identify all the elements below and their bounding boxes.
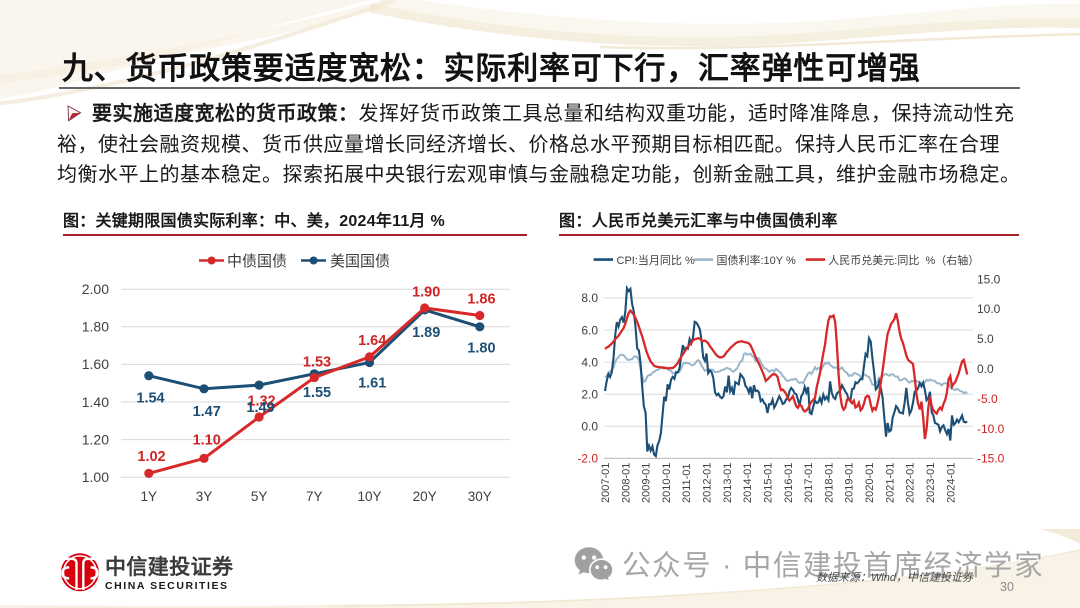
- svg-text:15.0: 15.0: [977, 272, 1001, 286]
- svg-text:-5.0: -5.0: [977, 392, 998, 406]
- svg-text:CPI:当月同比 %: CPI:当月同比 %: [617, 253, 695, 267]
- svg-text:-10.0: -10.0: [977, 422, 1005, 436]
- svg-text:3Y: 3Y: [196, 489, 213, 504]
- svg-text:1.64: 1.64: [358, 333, 386, 349]
- svg-text:2015-01: 2015-01: [763, 463, 775, 503]
- svg-text:1.54: 1.54: [136, 391, 164, 407]
- svg-text:2017-01: 2017-01: [803, 463, 815, 503]
- svg-text:人民币兑美元:同比 %（右轴）: 人民币兑美元:同比 %（右轴）: [828, 253, 979, 267]
- svg-text:5Y: 5Y: [251, 489, 268, 504]
- svg-text:1.20: 1.20: [82, 431, 109, 447]
- svg-text:2021-01: 2021-01: [884, 463, 896, 503]
- svg-text:1.60: 1.60: [82, 356, 109, 372]
- svg-text:1.90: 1.90: [412, 285, 440, 301]
- svg-text:2022-01: 2022-01: [905, 463, 917, 503]
- svg-text:2018-01: 2018-01: [823, 463, 835, 503]
- svg-text:2024-01: 2024-01: [945, 463, 957, 503]
- svg-text:1.49: 1.49: [246, 400, 274, 416]
- svg-text:2013-01: 2013-01: [722, 463, 734, 503]
- svg-text:0.0: 0.0: [581, 420, 598, 434]
- svg-text:1.86: 1.86: [467, 292, 495, 308]
- svg-text:0.0: 0.0: [977, 362, 994, 376]
- svg-text:2019-01: 2019-01: [844, 463, 856, 503]
- svg-text:2020-01: 2020-01: [864, 463, 876, 503]
- svg-text:20Y: 20Y: [413, 489, 437, 504]
- svg-text:5.0: 5.0: [977, 332, 994, 346]
- svg-text:1.80: 1.80: [467, 341, 495, 357]
- svg-text:2011-01: 2011-01: [681, 463, 693, 503]
- svg-text:2.00: 2.00: [82, 281, 109, 297]
- svg-text:10Y: 10Y: [357, 489, 381, 504]
- svg-text:30Y: 30Y: [468, 489, 492, 504]
- svg-text:7Y: 7Y: [306, 489, 323, 504]
- svg-text:美国国债: 美国国债: [330, 253, 390, 270]
- svg-text:-2.0: -2.0: [577, 452, 598, 466]
- svg-text:1.32: 1.32: [247, 394, 275, 410]
- svg-text:1.40: 1.40: [82, 394, 109, 410]
- svg-text:2007-01: 2007-01: [600, 463, 612, 503]
- svg-text:1.47: 1.47: [193, 404, 221, 420]
- svg-text:10.0: 10.0: [977, 302, 1001, 316]
- svg-text:4.0: 4.0: [581, 355, 598, 369]
- svg-text:-15.0: -15.0: [977, 452, 1005, 466]
- svg-text:1.53: 1.53: [303, 355, 331, 371]
- svg-text:2.0: 2.0: [581, 388, 598, 402]
- svg-text:1.10: 1.10: [193, 433, 221, 449]
- svg-text:1.00: 1.00: [82, 469, 109, 485]
- svg-text:国债利率:10Y %: 国债利率:10Y %: [717, 253, 796, 267]
- svg-text:2009-01: 2009-01: [641, 463, 653, 503]
- svg-text:2012-01: 2012-01: [702, 463, 714, 503]
- svg-text:6.0: 6.0: [581, 323, 598, 337]
- svg-text:中债国债: 中债国债: [227, 253, 287, 270]
- svg-text:8.0: 8.0: [581, 291, 598, 305]
- svg-text:1.61: 1.61: [358, 376, 386, 392]
- svg-text:1Y: 1Y: [141, 489, 158, 504]
- svg-text:2008-01: 2008-01: [620, 463, 632, 503]
- svg-text:1.02: 1.02: [137, 449, 165, 465]
- svg-text:2023-01: 2023-01: [925, 463, 937, 503]
- svg-text:1.55: 1.55: [303, 385, 331, 401]
- svg-text:2010-01: 2010-01: [661, 463, 673, 503]
- svg-text:2016-01: 2016-01: [783, 463, 795, 503]
- svg-text:1.89: 1.89: [412, 325, 440, 341]
- svg-text:2014-01: 2014-01: [742, 463, 754, 503]
- svg-text:1.80: 1.80: [82, 319, 109, 335]
